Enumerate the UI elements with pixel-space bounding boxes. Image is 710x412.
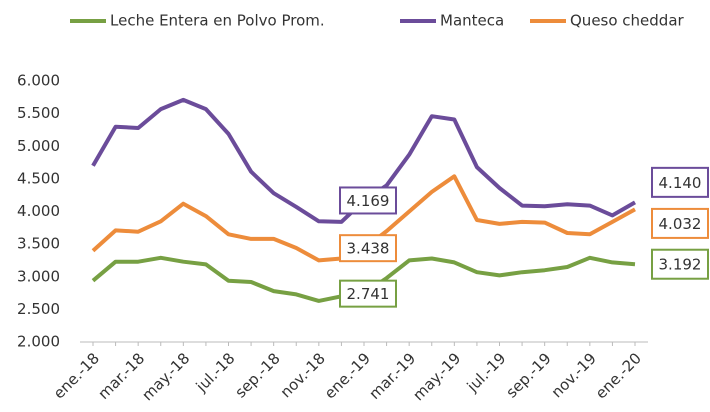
x-tick-label: ene.-18: [50, 349, 103, 402]
data-label: 3.438: [347, 240, 390, 258]
x-tick-label: may.-19: [409, 349, 464, 404]
x-tick-label: sep.-19: [502, 349, 554, 401]
data-label-box: [651, 248, 709, 280]
x-tick-label: ene.-20: [592, 349, 645, 402]
legend-label: Manteca: [440, 12, 504, 30]
legend-label: Queso cheddar: [570, 12, 685, 30]
data-label-box: [339, 279, 397, 308]
legend-label: Leche Entera en Polvo Prom.: [110, 12, 325, 30]
x-tick-label: mar.-19: [366, 349, 420, 403]
y-tick-label: 3.000: [17, 267, 60, 285]
x-tick-label: ene.-19: [321, 349, 374, 402]
data-label: 2.741: [347, 285, 390, 303]
x-tick-label: may.-18: [138, 349, 193, 404]
y-tick-label: 3.500: [17, 235, 60, 253]
data-label: 4.169: [347, 192, 390, 210]
y-tick-label: 2.500: [17, 300, 60, 318]
data-label: 4.032: [659, 215, 702, 233]
data-label: 3.192: [659, 256, 702, 274]
legend: Leche Entera en Polvo Prom. Manteca Queso …: [70, 12, 685, 30]
x-tick-label: nov.-18: [277, 349, 329, 401]
y-tick-label: 6.000: [17, 72, 60, 90]
y-tick-label: 2.000: [17, 333, 60, 351]
data-label-box: [651, 207, 709, 239]
y-tick-label: 4.000: [17, 202, 60, 220]
x-tick-label: nov.-19: [548, 349, 600, 401]
data-label-box: [339, 234, 397, 263]
x-tick-label: sep.-18: [231, 349, 283, 401]
data-label-box: [339, 186, 397, 215]
data-label-box: [651, 166, 709, 198]
y-tick-label: 5.500: [17, 104, 60, 122]
data-label: 4.140: [659, 174, 702, 192]
y-tick-label: 5.000: [17, 137, 60, 155]
y-tick-label: 4.500: [17, 169, 60, 187]
x-tick-label: mar.-18: [95, 349, 149, 403]
